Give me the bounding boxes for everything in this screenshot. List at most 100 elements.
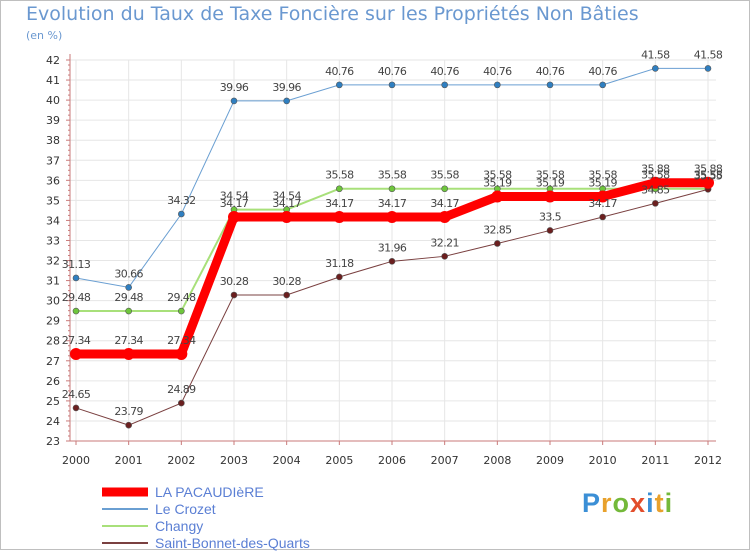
y-tick-label: 27 [46,355,60,368]
y-tick-label: 24 [46,415,60,428]
legend-swatch [102,487,148,497]
legend-label: Changy [155,518,204,534]
data-label-saint-bonnet-des-quarts: 33.5 [539,210,562,223]
data-point-le-crozet [178,210,185,218]
legend-swatch [102,542,148,544]
legend-swatch [102,525,148,527]
x-tick-label: 2011 [641,454,669,467]
data-label-saint-bonnet-des-quarts: 31.18 [325,257,354,270]
data-label-saint-bonnet-des-quarts: 34.17 [588,197,617,210]
data-label-changy: 35.58 [588,169,617,182]
data-point-la-pacaudi-re [544,190,556,203]
x-tick-label: 2003 [220,454,248,467]
data-label-changy: 35.58 [378,169,407,182]
data-label-saint-bonnet-des-quarts: 30.28 [272,275,301,288]
data-label-le-crozet: 40.76 [430,65,459,78]
data-label-saint-bonnet-des-quarts: 24.65 [62,388,91,401]
data-point-saint-bonnet-des-quarts [178,399,185,407]
data-point-saint-bonnet-des-quarts [441,253,448,260]
data-label-la-pacaudi-re: 35.88 [694,163,723,176]
data-point-le-crozet [283,97,290,105]
data-point-saint-bonnet-des-quarts [72,404,80,412]
y-tick-label: 30 [46,295,60,308]
data-point-le-crozet [441,81,448,89]
x-tick-label: 2008 [483,454,511,467]
data-label-la-pacaudi-re: 34.17 [272,197,301,210]
data-label-saint-bonnet-des-quarts: 32.21 [430,236,459,249]
legend-item-la-pacaudiere[interactable]: LA PACAUDIèRE [100,484,360,501]
data-point-saint-bonnet-des-quarts [388,258,396,265]
data-label-saint-bonnet-des-quarts: 34.85 [641,183,670,196]
data-point-le-crozet [599,81,606,89]
data-label-le-crozet: 34.32 [167,194,196,207]
data-label-la-pacaudi-re: 27.34 [62,334,91,347]
x-tick-label: 2001 [115,454,143,467]
logo-letter: i [664,488,674,518]
legend-swatch [102,508,148,510]
x-tick-label: 2007 [431,454,459,467]
data-point-la-pacaudi-re [386,211,398,224]
data-point-la-pacaudi-re [649,176,662,189]
y-tick-label: 28 [46,335,60,348]
x-tick-label: 2002 [167,454,195,467]
y-tick-label: 31 [46,275,60,288]
x-tick-label: 2000 [62,454,90,467]
data-point-le-crozet [125,284,132,291]
data-point-saint-bonnet-des-quarts [599,213,606,221]
proxiti-logo: Proxiti [582,488,673,519]
data-point-le-crozet [494,81,501,89]
data-point-la-pacaudi-re [596,190,609,203]
data-label-le-crozet: 30.66 [114,267,143,280]
data-point-saint-bonnet-des-quarts [546,227,554,234]
data-label-changy: 35.58 [430,169,459,182]
data-point-saint-bonnet-des-quarts [125,421,132,429]
legend-item-le-crozet[interactable]: Le Crozet [100,501,360,518]
data-label-la-pacaudi-re: 35.19 [588,177,617,190]
data-point-la-pacaudi-re [175,347,188,360]
data-label-saint-bonnet-des-quarts: 30.28 [220,275,249,288]
data-label-la-pacaudi-re: 34.17 [430,197,459,210]
data-label-saint-bonnet-des-quarts: 24.89 [167,383,196,396]
y-tick-label: 39 [46,114,60,127]
logo-letter: i [646,488,655,518]
data-label-le-crozet: 40.76 [536,65,565,78]
legend-item-changy[interactable]: Changy [100,518,360,535]
legend: LA PACAUDIèRE Le Crozet Changy Saint-Bon… [100,484,360,552]
data-label-le-crozet: 39.96 [272,81,301,94]
data-point-changy [441,185,448,193]
data-point-changy [72,307,80,315]
data-point-la-pacaudi-re [228,211,240,224]
legend-item-saint-bonnet-des-quarts[interactable]: Saint-Bonnet-des-Quarts [100,535,360,552]
legend-label: LA PACAUDIèRE [155,484,264,500]
y-tick-label: 42 [46,54,60,67]
data-point-le-crozet [72,274,80,282]
data-label-le-crozet: 40.76 [483,65,512,78]
x-tick-label: 2004 [273,454,301,467]
data-point-la-pacaudi-re [280,211,293,224]
data-label-changy: 34.54 [220,190,249,203]
y-tick-label: 38 [46,134,60,147]
data-point-changy [388,185,396,193]
data-label-le-crozet: 40.76 [378,65,407,78]
y-tick-label: 34 [46,214,60,227]
data-label-changy: 35.58 [325,169,354,182]
x-tick-label: 2009 [536,454,564,467]
logo-letter: r [601,488,613,518]
logo-letter: o [612,488,631,518]
logo-letter: t [654,488,665,518]
data-label-changy: 29.48 [62,291,91,304]
y-tick-label: 29 [46,315,60,328]
data-point-la-pacaudi-re [70,347,82,360]
y-tick-label: 25 [46,395,60,408]
data-label-saint-bonnet-des-quarts: 32.85 [483,223,512,236]
data-label-la-pacaudi-re: 34.17 [220,197,249,210]
data-label-saint-bonnet-des-quarts: 23.79 [114,405,143,418]
data-label-le-crozet: 41.58 [641,48,670,61]
data-label-la-pacaudi-re: 27.34 [114,334,143,347]
data-label-la-pacaudi-re: 34.17 [325,197,354,210]
data-label-changy: 35.58 [483,169,512,182]
data-point-la-pacaudi-re [122,347,135,360]
data-point-saint-bonnet-des-quarts [494,240,501,247]
